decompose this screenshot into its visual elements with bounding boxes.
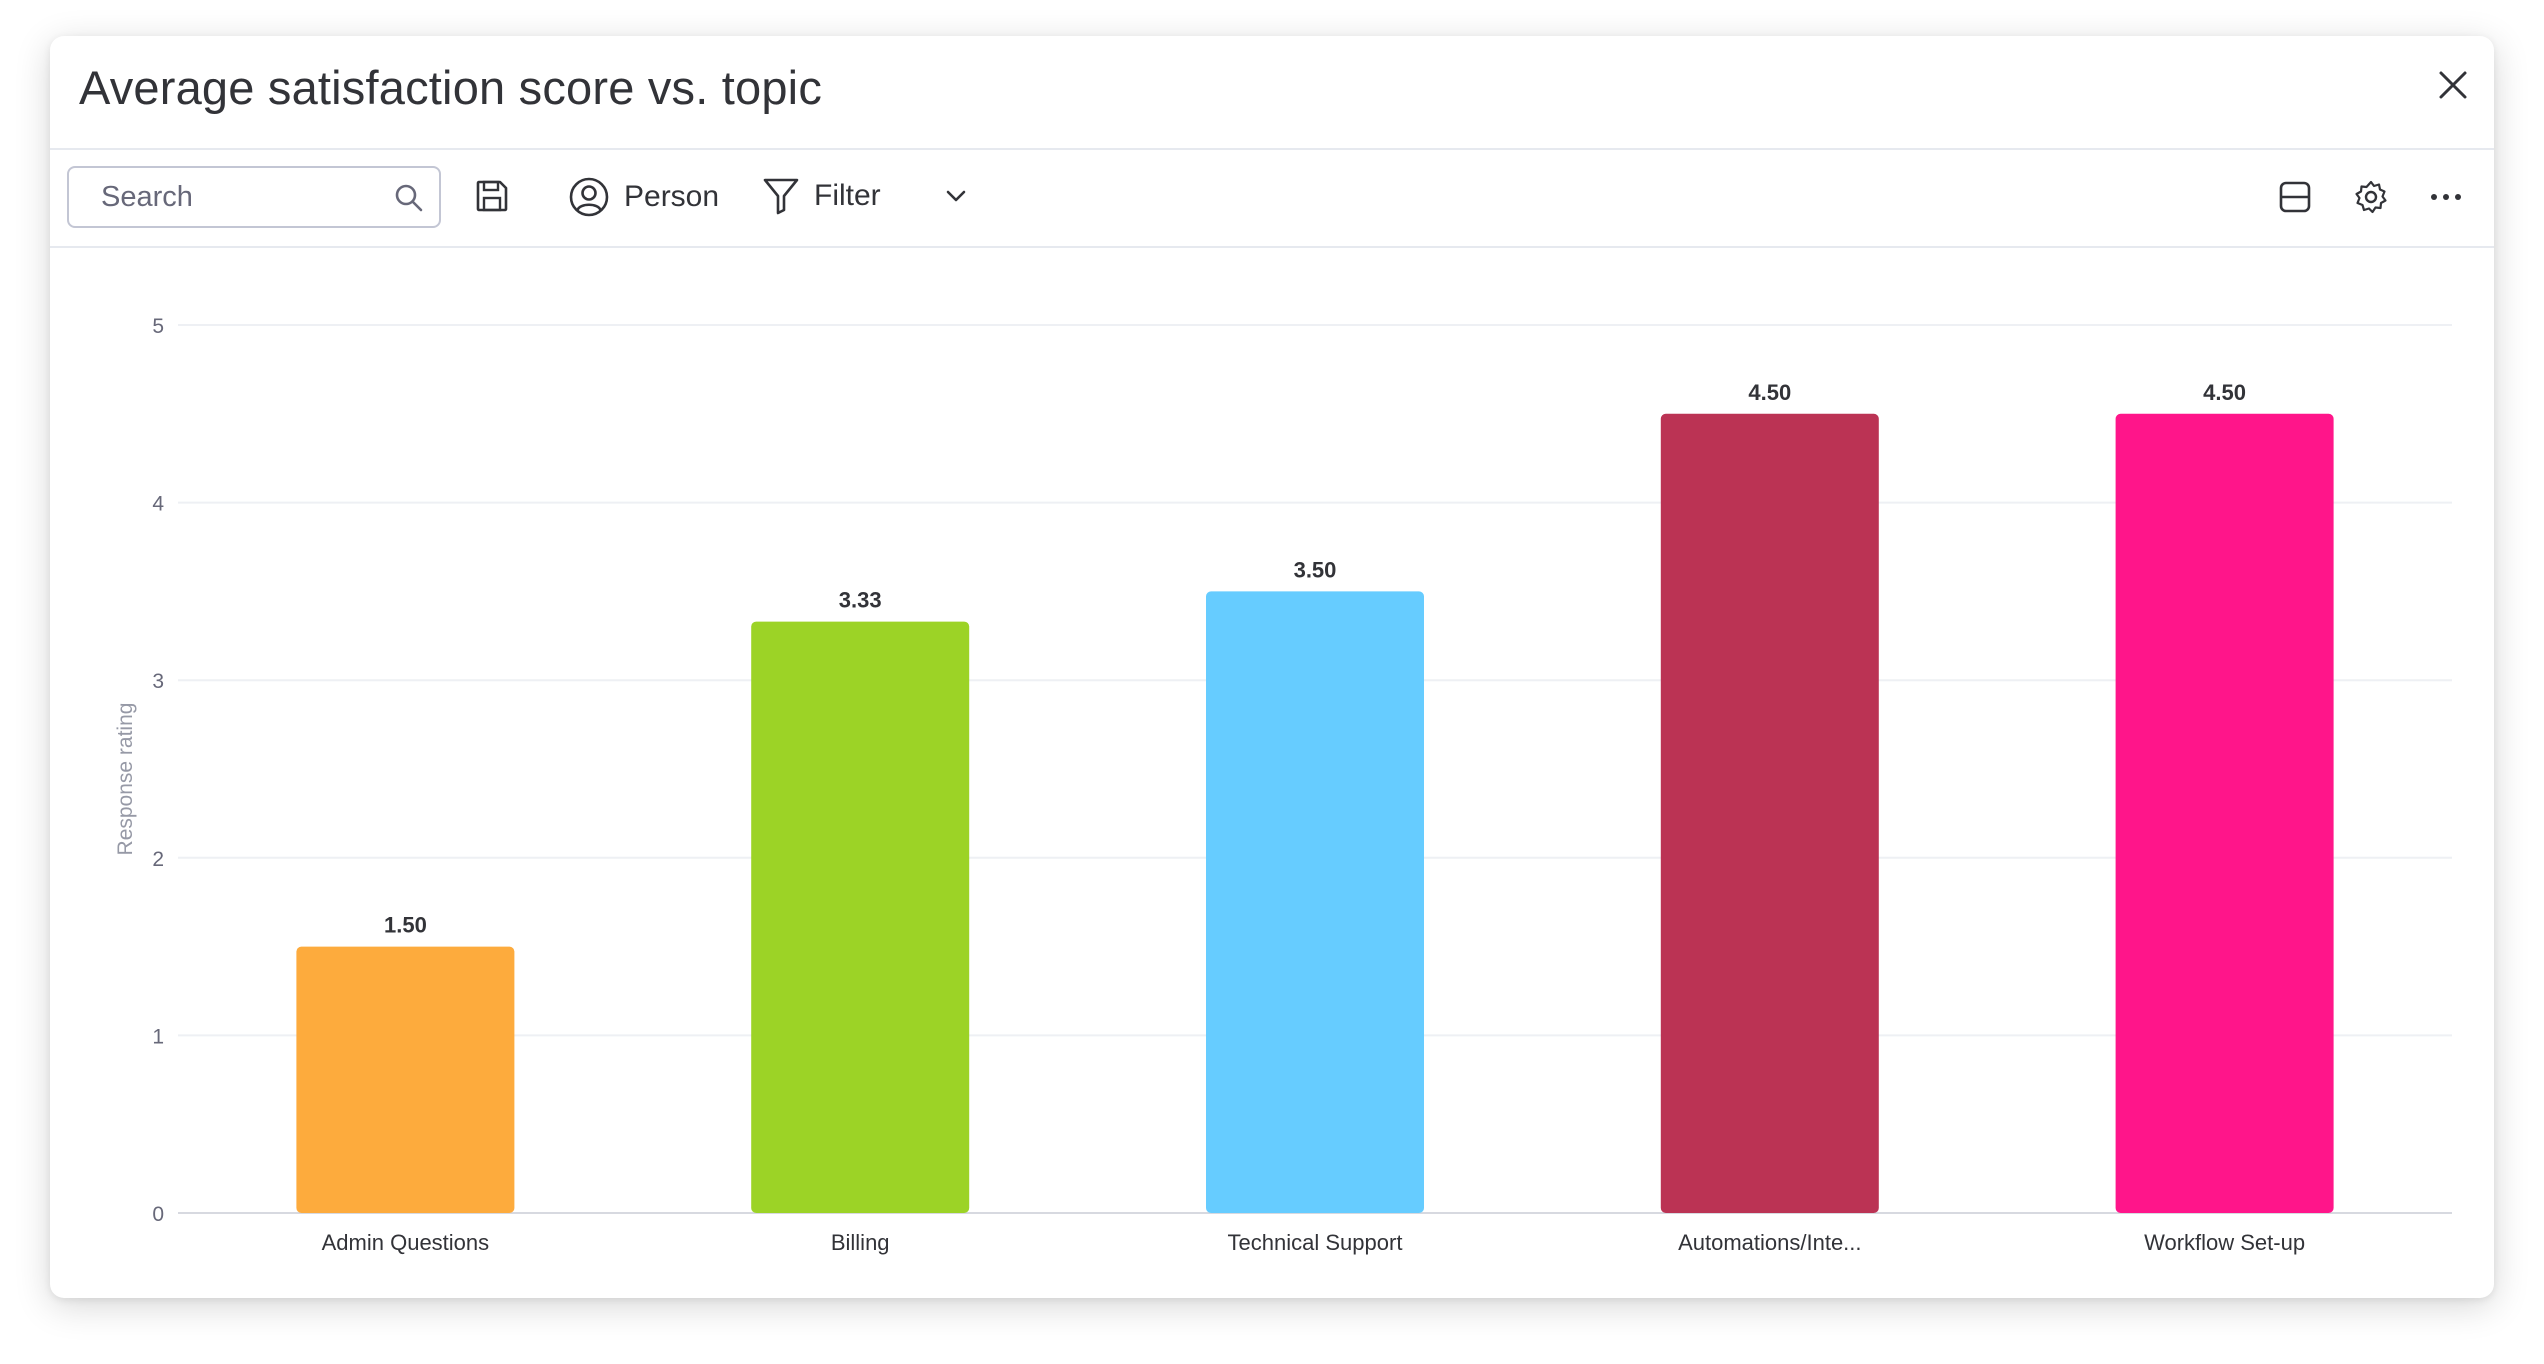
bar [1660, 413, 1879, 1213]
layout-button[interactable] [2278, 180, 2312, 214]
save-icon [476, 180, 508, 212]
bar-value-label: 1.50 [384, 913, 427, 938]
person-filter-button[interactable]: Person [568, 176, 719, 218]
search-input[interactable] [99, 179, 383, 215]
x-category-label: Technical Support [1228, 1230, 1403, 1255]
close-button[interactable] [2430, 62, 2476, 108]
x-category-label: Automations/Inte... [1678, 1230, 1861, 1255]
search-icon[interactable] [393, 182, 425, 214]
dialog-header: Average satisfaction score vs. topic [50, 36, 2494, 150]
search-box [67, 166, 441, 228]
bar-value-label: 4.50 [1748, 380, 1791, 405]
x-category-label: Billing [831, 1230, 890, 1255]
filter-button[interactable]: Filter [762, 176, 881, 216]
y-tick-label: 4 [152, 493, 164, 516]
bar [2115, 413, 2334, 1213]
chevron-down-icon [946, 190, 966, 202]
more-options-button[interactable] [2428, 180, 2464, 214]
filter-label: Filter [814, 179, 881, 212]
y-tick-label: 0 [152, 1203, 164, 1226]
close-icon [2439, 71, 2467, 99]
bar-value-label: 3.50 [1294, 557, 1337, 582]
gear-icon [2355, 180, 2387, 214]
toolbar: Person Filter [50, 150, 2494, 248]
x-category-label: Workflow Set-up [2144, 1230, 2305, 1255]
chart-widget-dialog: Average satisfaction score vs. topic [50, 36, 2494, 1298]
filter-dropdown-button[interactable] [942, 182, 970, 210]
chart-area: 0 1 2 3 4 5 Response rating 1.50 Admin Questions… [50, 248, 2494, 1298]
filter-icon [763, 178, 799, 215]
layout-icon [2279, 181, 2311, 213]
y-axis-label: Response rating [114, 703, 137, 856]
bar-value-label: 4.50 [2203, 380, 2246, 405]
bar-chart: 0 1 2 3 4 5 Response rating 1.50 Admin Questions… [114, 315, 2452, 1255]
person-icon [569, 177, 609, 217]
save-button[interactable] [474, 178, 510, 214]
y-tick-label: 3 [152, 670, 164, 693]
x-category-label: Admin Questions [322, 1230, 490, 1255]
page-title: Average satisfaction score vs. topic [79, 61, 823, 114]
bar [1206, 591, 1424, 1213]
more-options-icon [2431, 194, 2461, 200]
settings-button[interactable] [2353, 179, 2389, 215]
bar [751, 621, 970, 1213]
bar [296, 946, 515, 1213]
person-label: Person [624, 180, 720, 213]
y-tick-label: 2 [152, 848, 164, 871]
y-tick-label: 5 [152, 315, 164, 338]
y-tick-label: 1 [152, 1025, 164, 1048]
bar-value-label: 3.33 [839, 588, 882, 613]
